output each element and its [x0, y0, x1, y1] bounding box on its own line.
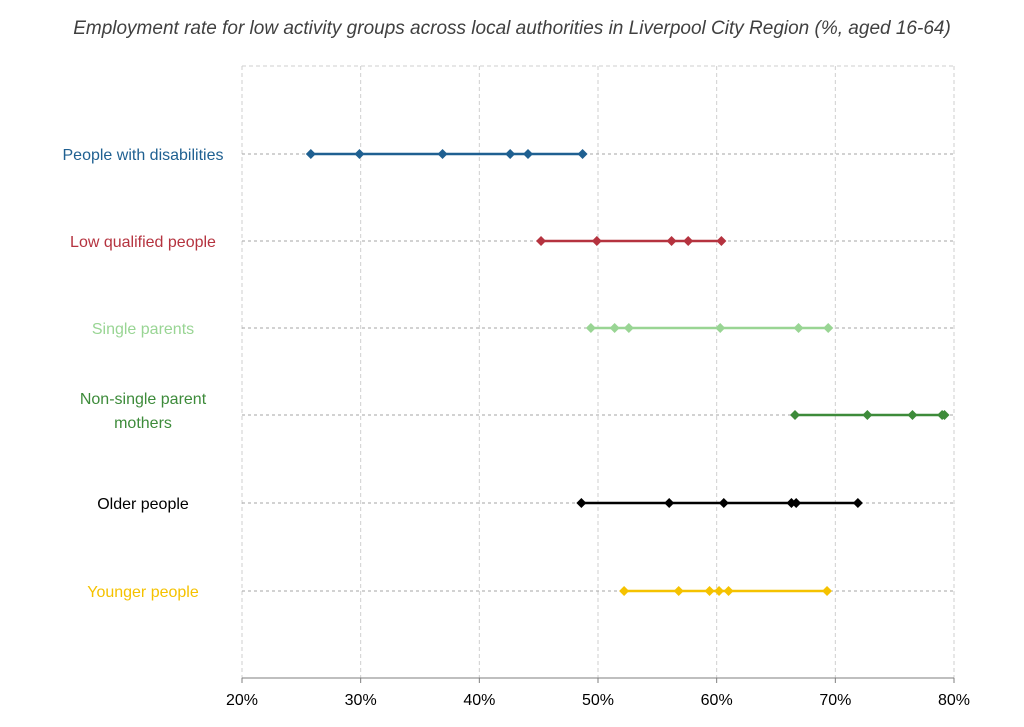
data-point [823, 323, 834, 333]
data-point [718, 498, 729, 508]
data-point [591, 236, 602, 246]
series-row: Low qualified people [70, 234, 727, 251]
data-point [673, 586, 684, 596]
series-row: Non-single parent mothers [80, 391, 950, 432]
data-point [585, 323, 596, 333]
chart-title: Employment rate for low activity groups … [73, 18, 951, 39]
category-label-line: People with disabilities [63, 147, 224, 164]
series-row: Single parents [92, 321, 834, 338]
data-point [793, 323, 804, 333]
data-point [354, 149, 365, 159]
category-label-line: Low qualified people [70, 234, 216, 251]
x-tick-label: 30% [345, 692, 377, 709]
data-point [716, 236, 727, 246]
data-point [505, 149, 516, 159]
category-label-line: Younger people [87, 584, 199, 601]
data-point [609, 323, 620, 333]
data-rows: People with disabilities Low qualified pe… [63, 147, 950, 601]
x-tick-label: 60% [701, 692, 733, 709]
data-point [623, 323, 634, 333]
series-row: Older people [97, 496, 863, 513]
data-point [437, 149, 448, 159]
data-point [536, 236, 547, 246]
data-point [791, 498, 802, 508]
data-point [666, 236, 677, 246]
category-label-line: mothers [114, 415, 172, 432]
x-tick-label: 70% [819, 692, 851, 709]
data-point [852, 498, 863, 508]
category-label: People with disabilities [63, 147, 224, 164]
data-point [939, 410, 950, 420]
grid-lines [241, 65, 955, 678]
x-tick-label: 80% [938, 692, 970, 709]
series-row: Younger people [87, 584, 833, 601]
category-label-line: Older people [97, 496, 189, 513]
category-label-line: Non-single parent [80, 391, 207, 408]
data-point [522, 149, 533, 159]
data-point [714, 586, 725, 596]
data-point [715, 323, 726, 333]
data-point [576, 498, 587, 508]
data-point [907, 410, 918, 420]
data-point [619, 586, 630, 596]
category-label: Single parents [92, 321, 194, 338]
data-point [305, 149, 316, 159]
data-point [683, 236, 694, 246]
series-row: People with disabilities [63, 147, 588, 164]
x-tick-label: 40% [463, 692, 495, 709]
data-point [704, 586, 715, 596]
category-label-line: Single parents [92, 321, 194, 338]
x-tick-label: 20% [226, 692, 258, 709]
x-tick-label: 50% [582, 692, 614, 709]
category-label: Low qualified people [70, 234, 216, 251]
data-point [789, 410, 800, 420]
category-label: Non-single parent mothers [80, 391, 207, 432]
x-axis: 20% 30% 40% 50% 60% 70% 80% [226, 677, 970, 709]
data-point [664, 498, 675, 508]
data-point [862, 410, 873, 420]
data-point [822, 586, 833, 596]
data-point [723, 586, 734, 596]
category-label: Younger people [87, 584, 199, 601]
data-point [577, 149, 588, 159]
category-label: Older people [97, 496, 189, 513]
